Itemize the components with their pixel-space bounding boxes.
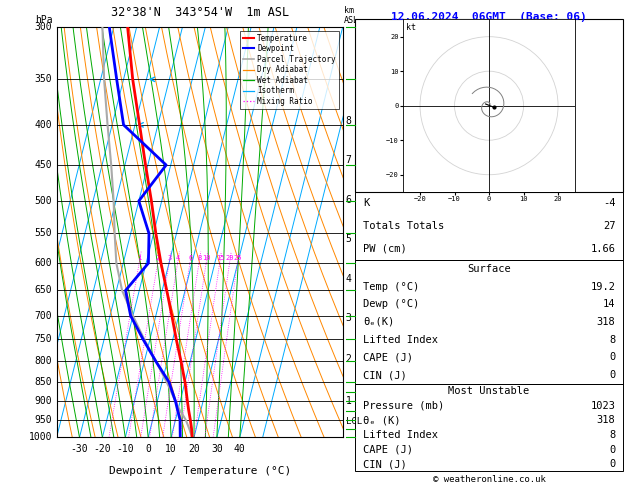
Text: 20: 20 [188,444,200,453]
Text: 750: 750 [35,334,52,344]
Text: -30: -30 [70,444,88,453]
Text: 6: 6 [188,256,192,261]
Text: CIN (J): CIN (J) [363,459,406,469]
Text: 27: 27 [603,221,615,231]
Text: 8: 8 [346,117,352,126]
Bar [355,384,623,471]
Text: 0: 0 [609,352,615,363]
Text: 2: 2 [346,354,352,364]
Text: Lifted Index: Lifted Index [363,430,438,440]
Text: 0: 0 [145,444,151,453]
Text: 650: 650 [35,285,52,295]
Text: 30: 30 [211,444,223,453]
Text: 0: 0 [609,370,615,380]
Text: 550: 550 [35,228,52,239]
Text: -20: -20 [94,444,111,453]
Text: 8: 8 [609,335,615,345]
Bar [355,19,623,192]
Text: Most Unstable: Most Unstable [448,386,530,396]
Text: CIN (J): CIN (J) [363,370,406,380]
Text: 1: 1 [137,256,142,261]
Text: K: K [363,198,369,208]
Text: Dewpoint / Temperature (°C): Dewpoint / Temperature (°C) [109,466,291,476]
Text: 1: 1 [346,396,352,406]
Text: 450: 450 [35,160,52,170]
Text: 8: 8 [609,430,615,440]
Text: 1000: 1000 [29,433,52,442]
Text: 900: 900 [35,397,52,406]
Text: 10: 10 [165,444,177,453]
Text: Totals Totals: Totals Totals [363,221,444,231]
Text: LCL: LCL [346,417,362,426]
Text: 950: 950 [35,415,52,425]
Text: Lifted Index: Lifted Index [363,335,438,345]
Text: 5: 5 [346,234,352,244]
Text: 4: 4 [346,274,352,284]
Text: 8: 8 [197,256,201,261]
Text: 15: 15 [216,256,224,261]
Text: PW (cm): PW (cm) [363,243,406,254]
Text: 25: 25 [233,256,242,261]
Text: θₑ(K): θₑ(K) [363,317,394,327]
Text: -4: -4 [603,198,615,208]
Text: hPa: hPa [35,15,52,25]
Text: 40: 40 [234,444,246,453]
Text: 350: 350 [35,74,52,84]
Text: 600: 600 [35,258,52,268]
Text: 700: 700 [35,311,52,321]
Text: 7: 7 [346,156,352,165]
Text: 1.66: 1.66 [591,243,615,254]
Text: 300: 300 [35,22,52,32]
Text: 10: 10 [202,256,211,261]
Text: kt: kt [406,23,416,32]
Text: Surface: Surface [467,264,511,274]
Legend: Temperature, Dewpoint, Parcel Trajectory, Dry Adiabat, Wet Adiabat, Isotherm, Mi: Temperature, Dewpoint, Parcel Trajectory… [240,31,339,109]
Text: 32°38'N  343°54'W  1m ASL: 32°38'N 343°54'W 1m ASL [111,5,289,18]
Text: 3: 3 [167,256,172,261]
Bar [355,260,623,384]
Text: 3: 3 [346,313,352,323]
Text: Pressure (mb): Pressure (mb) [363,401,444,411]
Text: 800: 800 [35,356,52,366]
Text: 6: 6 [346,194,352,205]
Text: 14: 14 [603,299,615,309]
Text: Dewp (°C): Dewp (°C) [363,299,419,309]
Text: 1023: 1023 [591,401,615,411]
Text: 2: 2 [156,256,160,261]
Text: 500: 500 [35,196,52,206]
Text: km
ASL: km ASL [344,6,359,25]
Text: 318: 318 [596,317,615,327]
Text: 19.2: 19.2 [591,281,615,292]
Text: CAPE (J): CAPE (J) [363,445,413,454]
Text: θₑ (K): θₑ (K) [363,416,400,425]
Text: 20: 20 [226,256,234,261]
Text: CAPE (J): CAPE (J) [363,352,413,363]
Text: 850: 850 [35,377,52,387]
Text: 400: 400 [35,120,52,130]
Text: 4: 4 [175,256,180,261]
Text: © weatheronline.co.uk: © weatheronline.co.uk [433,474,545,484]
Text: Temp (°C): Temp (°C) [363,281,419,292]
Bar [355,192,623,260]
Text: -10: -10 [116,444,134,453]
Text: 318: 318 [596,416,615,425]
Text: 0: 0 [609,445,615,454]
Text: 12.06.2024  06GMT  (Base: 06): 12.06.2024 06GMT (Base: 06) [391,12,587,22]
Text: 0: 0 [609,459,615,469]
